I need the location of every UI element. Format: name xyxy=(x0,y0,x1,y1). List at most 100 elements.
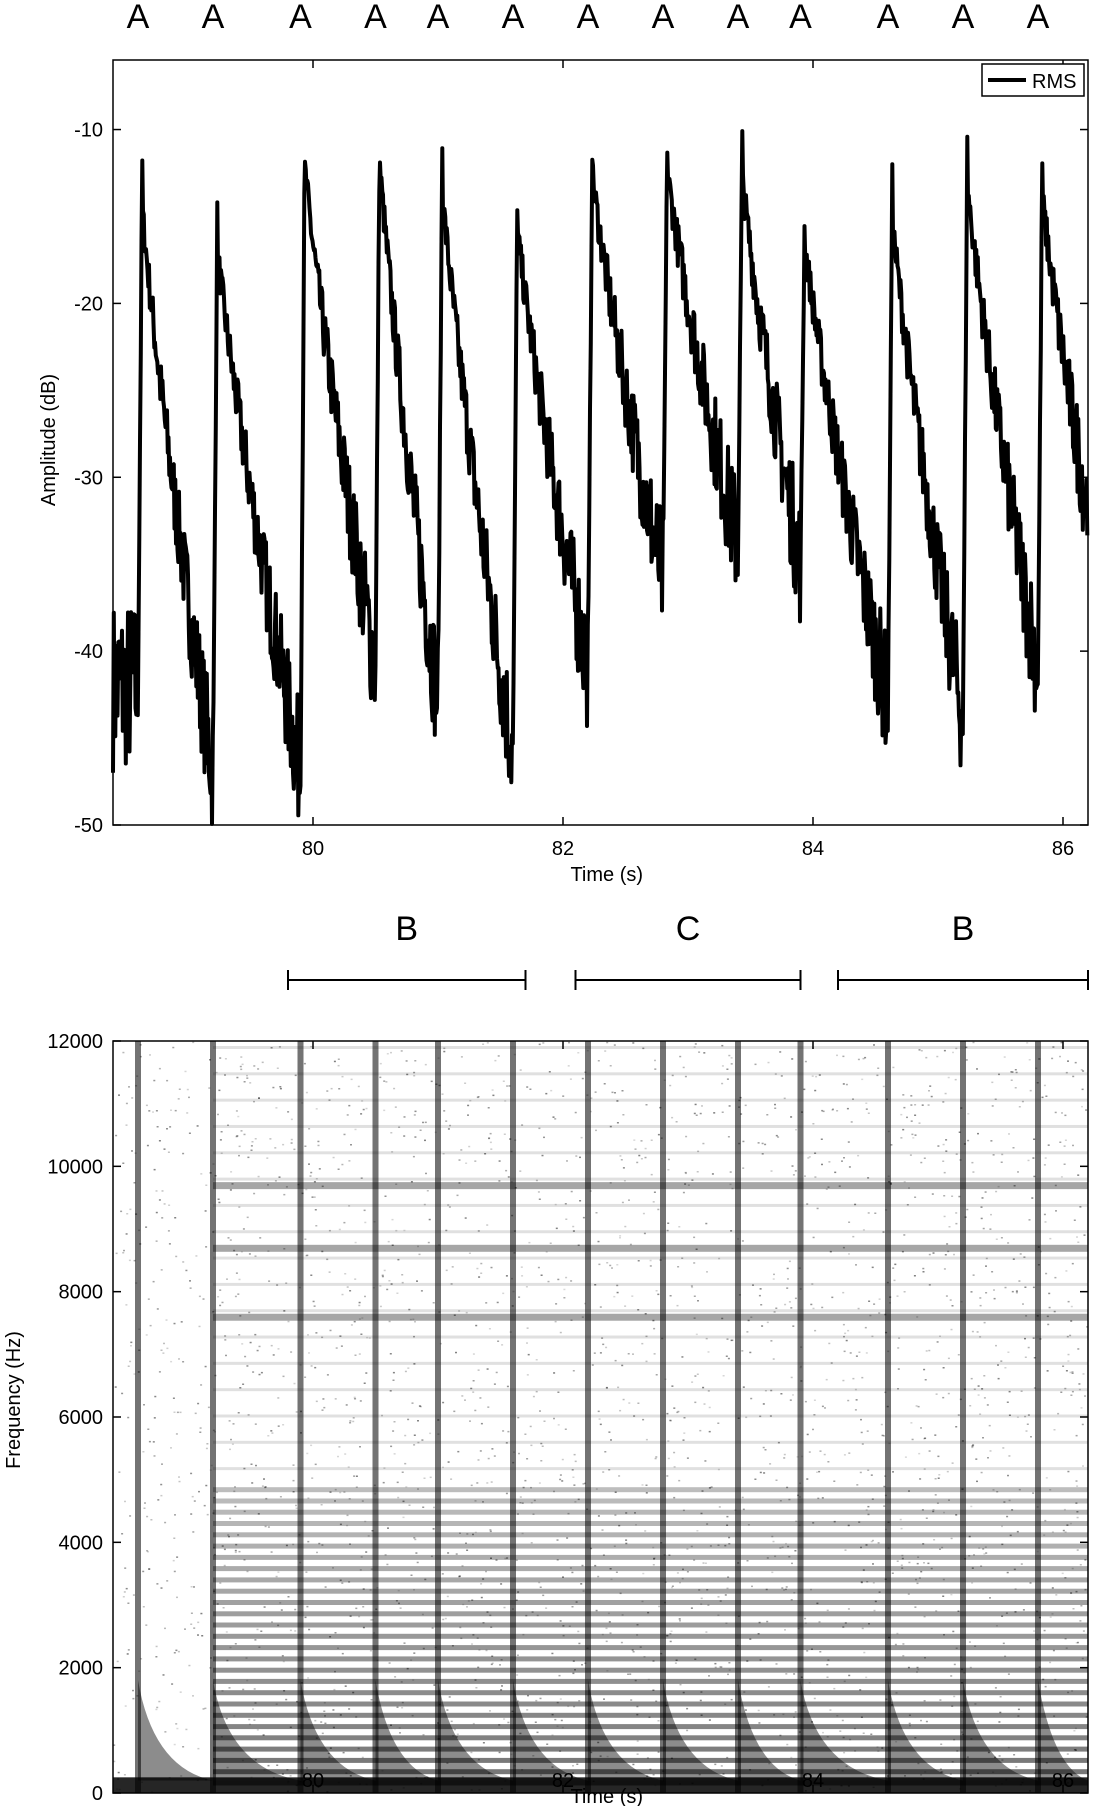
spectrogram-speckle xyxy=(616,1291,619,1294)
spectrogram-speckle xyxy=(1077,1348,1080,1350)
spectrogram-speckle xyxy=(553,1490,555,1493)
spectrogram-speckle xyxy=(162,1352,165,1354)
spectrogram-speckle xyxy=(1069,1522,1072,1525)
spectrogram-speckle xyxy=(238,1145,241,1148)
spectrogram-speckle xyxy=(228,1420,231,1422)
spectrogram-speckle xyxy=(1067,1470,1070,1473)
spectrogram-speckle xyxy=(843,1680,846,1683)
spectrogram-speckle xyxy=(562,1634,565,1637)
spectrogram-speckle xyxy=(982,1437,984,1439)
spectrogram-speckle xyxy=(698,1589,701,1591)
spectrogram-speckle xyxy=(282,1143,285,1146)
spectrogram-speckle xyxy=(1060,1176,1063,1178)
spectrogram-speckle xyxy=(844,1622,847,1624)
spectrogram-speckle xyxy=(317,1140,320,1143)
spectrogram-speckle xyxy=(607,1612,610,1615)
spectrogram-speckle xyxy=(188,1096,190,1099)
spectrogram-speckle xyxy=(125,1102,128,1105)
spectrogram-speckle xyxy=(257,1068,260,1070)
spectrogram-speckle xyxy=(344,1685,347,1687)
spectrogram-speckle xyxy=(401,1707,404,1709)
spectrogram-speckle xyxy=(430,1080,433,1083)
spectrogram-speckle xyxy=(224,1339,227,1341)
spectrogram-speckle xyxy=(1015,1291,1018,1294)
spectrogram-speckle xyxy=(920,1050,923,1052)
spectrogram-speckle xyxy=(358,1301,361,1304)
spectrogram-speckle xyxy=(768,1762,771,1765)
spectrogram-speckle xyxy=(405,1060,408,1062)
spectrogram-speckle xyxy=(942,1101,945,1103)
spectrogram-speckle xyxy=(908,1187,910,1189)
spectrogram-speckle xyxy=(279,1086,282,1088)
spectrogram-speckle xyxy=(417,1441,420,1444)
spectrogram-speckle xyxy=(792,1174,795,1176)
spectrogram-speckle xyxy=(304,1616,307,1619)
spectrogram-speckle xyxy=(123,1591,126,1593)
spectrogram-speckle xyxy=(718,1506,721,1508)
spectrogram-speckle xyxy=(404,1370,407,1373)
spectrogram-speckle xyxy=(364,1295,366,1298)
spectrogram-speckle xyxy=(1024,1286,1027,1288)
spectrogram-speckle xyxy=(937,1145,940,1147)
spectrogram-speckle xyxy=(465,1311,468,1314)
spectrogram-speckle xyxy=(644,1313,647,1315)
spectrogram-speckle xyxy=(234,1549,237,1552)
spectrogram-speckle xyxy=(354,1354,357,1356)
spectrogram-speckle xyxy=(1059,1055,1061,1058)
spectrogram-speckle xyxy=(490,1626,493,1628)
spectrogram-speckle xyxy=(443,1110,446,1112)
spectrogram-speckle xyxy=(453,1314,456,1316)
spectrogram-speckle xyxy=(896,1632,899,1635)
spectrogram-speckle xyxy=(611,1267,613,1269)
spectrogram-speckle xyxy=(641,1484,644,1486)
spectrogram-speckle xyxy=(361,1756,364,1759)
spectrogram-speckle xyxy=(310,1444,313,1447)
spectrogram-speckle xyxy=(142,1451,145,1453)
spectrogram-speckle xyxy=(229,1189,232,1191)
spectrogram-speckle xyxy=(1071,1690,1074,1692)
spectrogram-speckle xyxy=(163,1203,166,1205)
spectrogram-speckle xyxy=(830,1362,833,1364)
spectrogram-speckle xyxy=(669,1084,672,1087)
spectrogram-speckle xyxy=(220,1152,223,1154)
spectrogram-speckle xyxy=(693,1317,696,1319)
spectrogram-speckle xyxy=(870,1733,873,1735)
spectrogram-speckle xyxy=(980,1471,983,1474)
spectrogram-speckle xyxy=(790,1307,793,1309)
spectrogram-speckle xyxy=(577,1498,580,1501)
onset-marker-label: A xyxy=(789,0,812,36)
spectrogram-speckle xyxy=(1063,1163,1066,1165)
spectrogram-speckle xyxy=(166,1580,169,1582)
spectrogram-speckle xyxy=(282,1424,285,1426)
spectrogram-speckle xyxy=(1079,1564,1082,1566)
spectrogram-speckle xyxy=(908,1490,910,1492)
spectrogram-speckle xyxy=(858,1351,861,1353)
spectrogram-speckle xyxy=(945,1150,948,1152)
spectrogram-speckle xyxy=(124,1705,127,1707)
spectrogram-speckle xyxy=(901,1567,904,1569)
spectrogram-speckle xyxy=(175,1433,178,1435)
spectrogram-speckle xyxy=(679,1620,681,1622)
spectrogram-speckle xyxy=(640,1158,643,1160)
spectrogram-speckle xyxy=(561,1458,564,1461)
spectrogram-speckle xyxy=(870,1540,873,1543)
spectrogram-speckle xyxy=(1067,1353,1070,1356)
spectrogram-speckle xyxy=(458,1310,461,1312)
spectrogram-speckle xyxy=(526,1458,529,1460)
spectrogram-speckle xyxy=(1078,1383,1081,1385)
spectrogram-speckle xyxy=(628,1402,631,1404)
rms-y-tick-label: -10 xyxy=(74,120,103,142)
spectrogram-speckle xyxy=(464,1217,467,1219)
spectrogram-speckle xyxy=(1051,1531,1054,1533)
spectrogram-speckle xyxy=(942,1143,945,1146)
spectrogram-speckle xyxy=(341,1293,344,1296)
spectrogram-speckle xyxy=(820,1138,823,1140)
spectrogram-speckle xyxy=(969,1774,972,1776)
onset-marker-label: A xyxy=(289,0,312,36)
spectrogram-speckle xyxy=(594,1284,597,1286)
spectrogram-speckle xyxy=(326,1374,329,1376)
spectrogram-speckle xyxy=(401,1274,404,1276)
spectrogram-speckle xyxy=(595,1129,597,1132)
onset-marker-label: A xyxy=(127,0,150,36)
spectrogram-speckle xyxy=(710,1486,713,1488)
